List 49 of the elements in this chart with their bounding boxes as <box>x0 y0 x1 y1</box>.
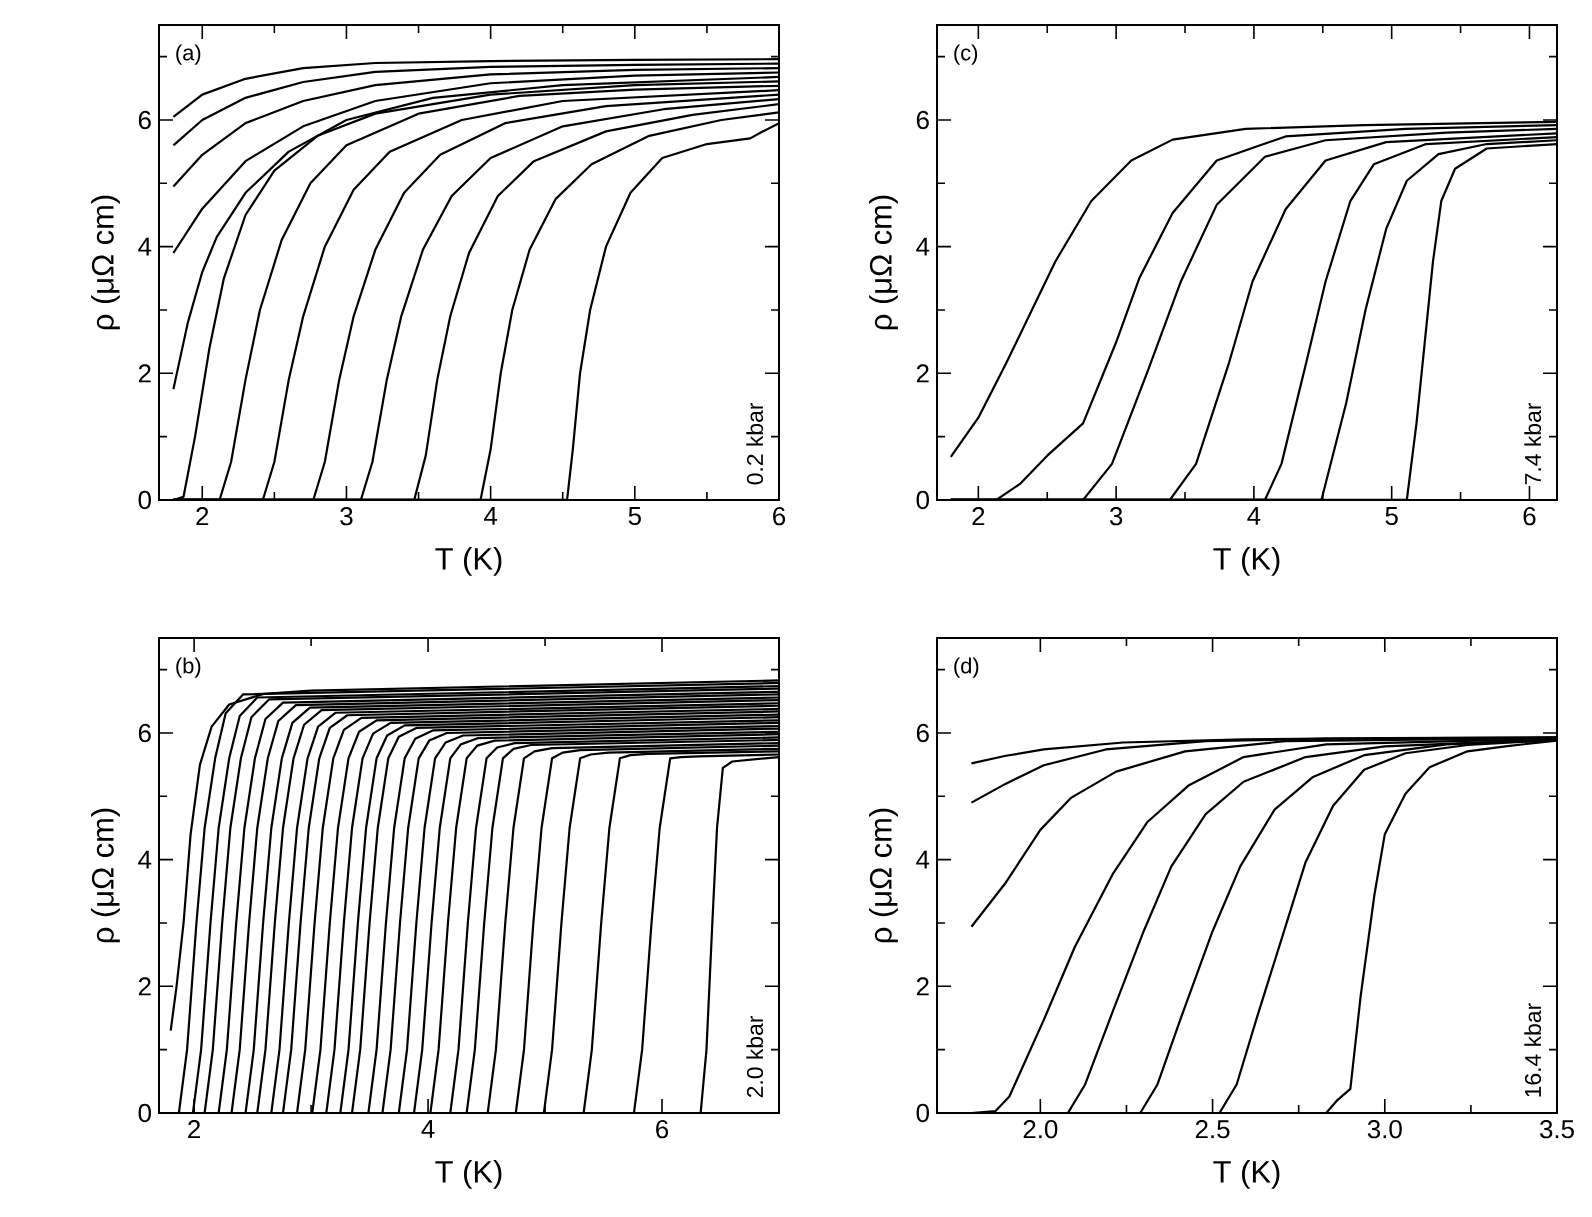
y-tick-label: 0 <box>138 490 151 510</box>
annotation: (a) <box>176 44 201 65</box>
x-tick-label: 4 <box>1247 507 1261 525</box>
y-tick-label: 4 <box>916 237 930 256</box>
y-axis-title: ρ (μΩ cm) <box>869 195 898 330</box>
x-axis-title: T (K) <box>435 547 502 576</box>
x-tick-label: 5 <box>1385 507 1398 526</box>
annotation: 7.4 kbar <box>1524 402 1542 485</box>
y-axis-title: ρ (μΩ cm) <box>91 195 120 330</box>
annotation: 0.2 kbar <box>746 402 764 485</box>
x-axis-title: T (K) <box>435 1160 502 1189</box>
y-tick-label: 0 <box>916 490 929 510</box>
annotation: (c) <box>954 44 978 65</box>
y-tick-label: 6 <box>138 110 151 130</box>
x-tick-label: 2.5 <box>1195 1120 1230 1139</box>
annotation: 16.4 kbar <box>1524 1003 1542 1097</box>
y-tick-label: 2 <box>916 977 929 996</box>
x-tick-label: 2 <box>188 1120 200 1139</box>
y-tick-label: 4 <box>138 237 152 256</box>
x-tick-label: 6 <box>773 507 786 526</box>
y-tick-label: 2 <box>138 364 151 383</box>
x-tick-label: 2 <box>196 507 209 526</box>
y-tick-label: 2 <box>916 364 929 383</box>
x-tick-label: 4 <box>421 1120 435 1138</box>
y-tick-label: 0 <box>138 1103 151 1123</box>
x-tick-label: 6 <box>656 1120 669 1139</box>
annotation: (d) <box>954 657 979 678</box>
x-tick-label: 3 <box>340 507 353 526</box>
x-tick-label: 2 <box>972 507 985 526</box>
y-axis-title: ρ (μΩ cm) <box>869 808 898 943</box>
annotation: 2.0 kbar <box>746 1015 764 1098</box>
x-tick-label: 5 <box>628 507 641 526</box>
y-tick-label: 6 <box>916 110 929 130</box>
y-tick-label: 2 <box>138 977 151 996</box>
x-axis-title: T (K) <box>1213 1160 1280 1189</box>
x-tick-label: 3 <box>1109 507 1123 526</box>
x-tick-label: 4 <box>484 507 498 525</box>
x-tick-label: 6 <box>1523 507 1536 526</box>
x-axis-title: T (K) <box>1213 547 1280 576</box>
y-tick-label: 6 <box>138 723 151 743</box>
y-axis-title: ρ (μΩ cm) <box>91 808 120 943</box>
annotation: (b) <box>176 657 201 678</box>
y-tick-label: 4 <box>138 850 152 869</box>
x-tick-label: 3.0 <box>1367 1120 1402 1139</box>
y-tick-label: 4 <box>916 850 930 869</box>
y-tick-label: 0 <box>916 1103 929 1123</box>
x-tick-label: 3.5 <box>1540 1120 1574 1139</box>
x-tick-label: 2.0 <box>1023 1120 1058 1139</box>
y-tick-label: 6 <box>916 723 929 743</box>
